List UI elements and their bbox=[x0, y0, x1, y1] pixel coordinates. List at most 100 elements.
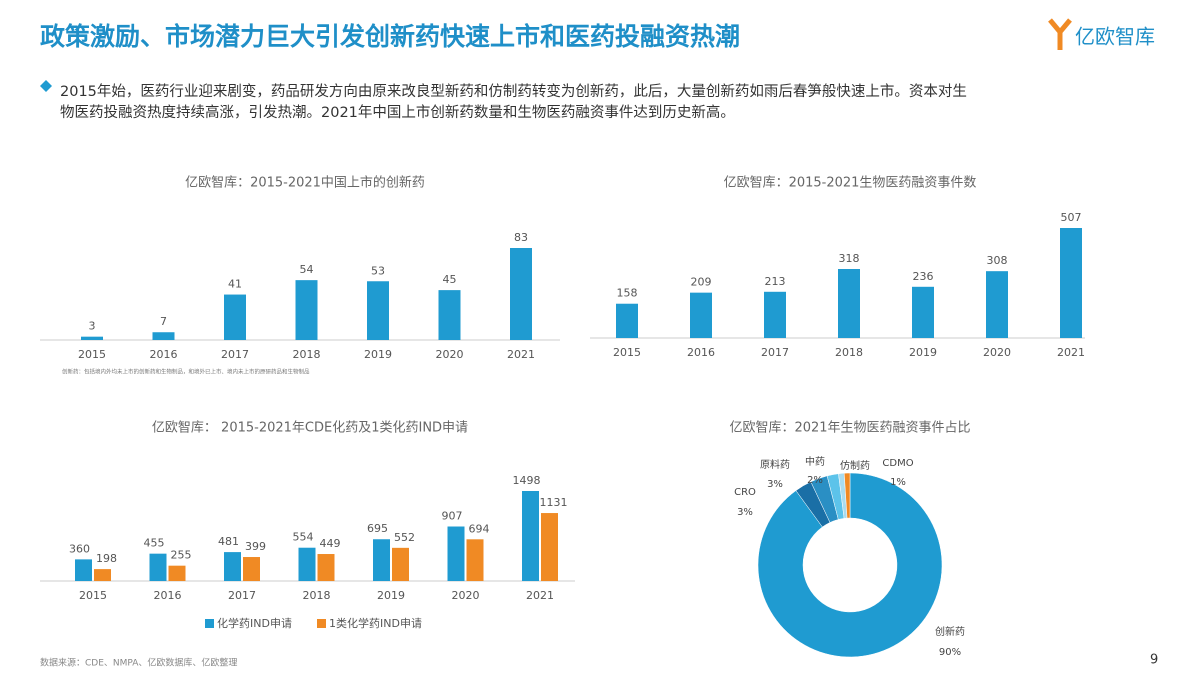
data-label: 481 bbox=[218, 535, 239, 548]
legend-swatch bbox=[317, 619, 326, 628]
bar bbox=[94, 569, 111, 581]
bar bbox=[510, 248, 532, 340]
data-label: 907 bbox=[442, 510, 463, 523]
slice-label: 仿制药 bbox=[840, 459, 870, 472]
bar bbox=[392, 547, 409, 581]
bar bbox=[367, 281, 389, 340]
data-label: 507 bbox=[1061, 211, 1082, 224]
data-label: 695 bbox=[367, 522, 388, 535]
legend-swatch bbox=[205, 619, 214, 628]
donut-slice bbox=[843, 472, 851, 519]
slice-value: 2% bbox=[807, 475, 823, 486]
bar bbox=[1060, 228, 1082, 338]
bar bbox=[152, 332, 175, 340]
x-tick-label: 2021 bbox=[526, 589, 554, 602]
bar bbox=[986, 271, 1008, 338]
bar bbox=[81, 336, 103, 340]
x-tick-label: 2016 bbox=[154, 589, 182, 602]
bar bbox=[764, 291, 786, 338]
data-label: 198 bbox=[96, 552, 117, 565]
bar bbox=[541, 513, 558, 581]
x-tick-label: 2017 bbox=[228, 589, 256, 602]
donut-slice bbox=[757, 472, 943, 658]
x-tick-label: 2016 bbox=[150, 348, 178, 361]
x-tick-label: 2018 bbox=[835, 346, 863, 359]
data-label: 399 bbox=[245, 540, 266, 553]
data-label: 3 bbox=[89, 320, 96, 333]
bar bbox=[168, 565, 186, 581]
data-label: 554 bbox=[293, 531, 314, 544]
x-tick-label: 2020 bbox=[452, 589, 480, 602]
data-label: 83 bbox=[514, 231, 528, 244]
bar bbox=[295, 280, 318, 340]
x-tick-label: 2015 bbox=[79, 589, 107, 602]
legend-label: 化学药IND申请 bbox=[217, 616, 292, 630]
bullet-line: 物医药投融资热度持续高涨，引发热潮。2021年中国上市创新药数量和生物医药融资事… bbox=[60, 104, 735, 121]
x-tick-label: 2020 bbox=[436, 348, 464, 361]
bar bbox=[317, 554, 335, 581]
slice-label: CRO bbox=[734, 487, 756, 498]
x-tick-label: 2015 bbox=[613, 346, 641, 359]
chart-note: 创新药：包括境内外均未上市的创新药和生物制品，和境外已上市、境内未上市的原研药品… bbox=[62, 368, 310, 376]
chart-title: 亿欧智库： 2015-2021年CDE化药及1类化药IND申请 bbox=[152, 420, 468, 436]
bar bbox=[690, 292, 712, 338]
data-label: 1131 bbox=[540, 496, 568, 509]
data-label: 236 bbox=[913, 270, 934, 283]
data-label: 45 bbox=[443, 273, 457, 286]
bar bbox=[616, 303, 638, 338]
chart-title: 亿欧智库：2015-2021中国上市的创新药 bbox=[185, 175, 425, 191]
data-label: 449 bbox=[320, 537, 341, 550]
x-tick-label: 2018 bbox=[303, 589, 331, 602]
bar bbox=[149, 553, 167, 581]
data-label: 308 bbox=[987, 254, 1008, 267]
logo-icon bbox=[1048, 18, 1072, 50]
data-label: 7 bbox=[160, 315, 167, 328]
bar bbox=[838, 269, 860, 338]
slide-title: 政策激励、市场潜力巨大引发创新药快速上市和医药投融资热潮 bbox=[40, 22, 740, 51]
data-label: 360 bbox=[69, 542, 90, 555]
bar bbox=[298, 547, 316, 581]
bar bbox=[438, 290, 461, 340]
page-number: 9 bbox=[1150, 653, 1158, 668]
x-tick-label: 2020 bbox=[983, 346, 1011, 359]
x-tick-label: 2017 bbox=[221, 348, 249, 361]
source: 数据来源：CDE、NMPA、亿欧数据库、亿欧整理 bbox=[40, 657, 237, 669]
bar bbox=[75, 559, 92, 581]
x-tick-label: 2019 bbox=[377, 589, 405, 602]
legend-label: 1类化学药IND申请 bbox=[329, 616, 422, 630]
x-tick-label: 2017 bbox=[761, 346, 789, 359]
data-label: 1498 bbox=[513, 474, 541, 487]
bar bbox=[224, 552, 241, 581]
logo-text: 亿欧智库 bbox=[1075, 25, 1155, 49]
chart-title: 亿欧智库：2015-2021生物医药融资事件数 bbox=[724, 175, 977, 191]
data-label: 41 bbox=[228, 278, 242, 291]
slice-label: 创新药 bbox=[935, 625, 965, 638]
data-label: 318 bbox=[839, 252, 860, 265]
slice-label: CDMO bbox=[882, 458, 913, 469]
data-label: 694 bbox=[469, 522, 490, 535]
data-label: 53 bbox=[371, 264, 385, 277]
bullet-icon bbox=[40, 80, 52, 92]
chart-title: 亿欧智库：2021年生物医药融资事件占比 bbox=[729, 420, 970, 436]
x-tick-label: 2019 bbox=[364, 348, 392, 361]
bullet-line: 2015年始，医药行业迎来剧变，药品研发方向由原来改良型新药和仿制药转变为创新药… bbox=[60, 83, 967, 100]
data-label: 255 bbox=[171, 549, 192, 562]
data-label: 54 bbox=[300, 263, 314, 276]
bar bbox=[447, 526, 465, 581]
x-tick-label: 2015 bbox=[78, 348, 106, 361]
x-tick-label: 2019 bbox=[909, 346, 937, 359]
slice-value: 3% bbox=[737, 507, 753, 518]
slice-value: 3% bbox=[767, 479, 783, 490]
x-tick-label: 2018 bbox=[293, 348, 321, 361]
slice-value: 90% bbox=[939, 647, 961, 658]
slice-label: 原料药 bbox=[760, 458, 790, 471]
x-tick-label: 2021 bbox=[507, 348, 535, 361]
slice-value: 1% bbox=[890, 477, 906, 488]
data-label: 213 bbox=[765, 275, 786, 288]
data-label: 209 bbox=[691, 276, 712, 289]
slice-label: 中药 bbox=[805, 455, 825, 468]
bar bbox=[224, 294, 246, 340]
x-tick-label: 2021 bbox=[1057, 346, 1085, 359]
bar bbox=[466, 539, 484, 581]
bar bbox=[912, 286, 934, 338]
